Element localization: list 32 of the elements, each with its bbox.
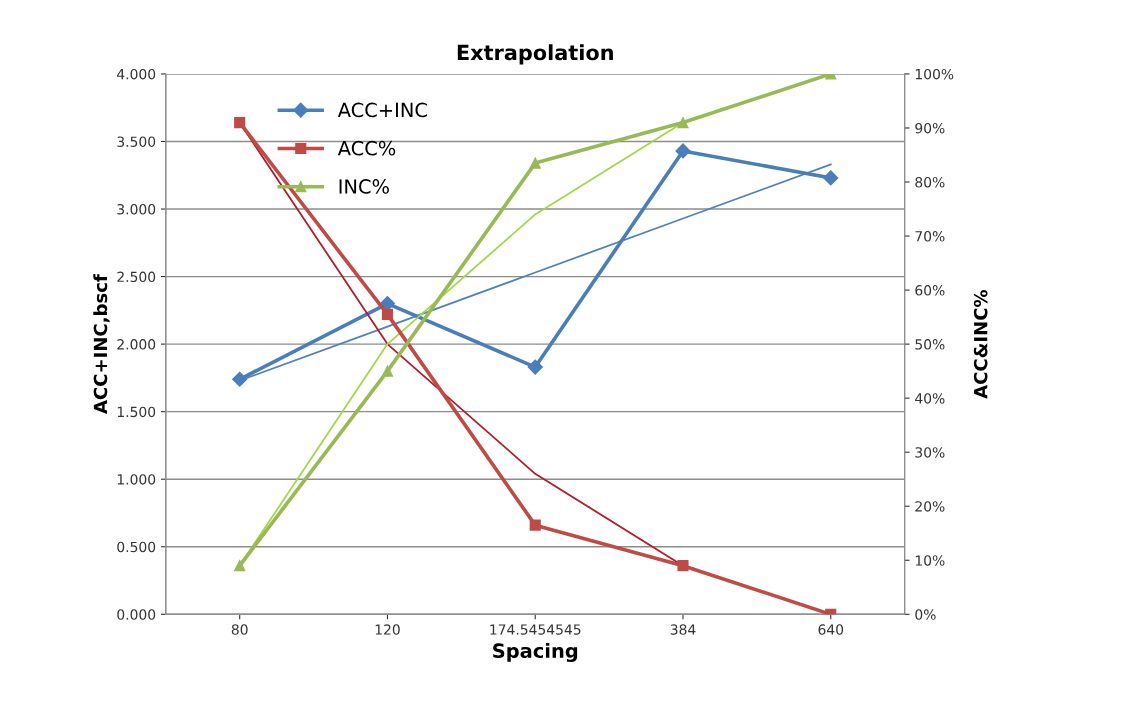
y-tick-label: 0.500 <box>117 541 156 553</box>
y-tick-label: 3.500 <box>117 136 156 147</box>
y2-tick-label: 20% <box>915 501 945 512</box>
y-tick-label: 1.000 <box>117 474 156 485</box>
y-tick-label: 1.500 <box>117 406 156 418</box>
y2-tick-label: 10% <box>915 555 945 566</box>
y-tick-label: 2.000 <box>117 339 156 350</box>
legend-label: ACC+INC <box>337 102 427 118</box>
y2-tick-label: 50% <box>915 339 945 350</box>
x-tick-label: 120 <box>375 624 400 635</box>
y-tick-label: 3.000 <box>117 204 156 215</box>
legend-label: ACC% <box>337 140 396 156</box>
x-axis-title: Spacing <box>493 643 578 662</box>
x-tick-label: 640 <box>818 624 844 635</box>
y2-tick-label: 100% <box>915 68 954 80</box>
y2-tick-label: 70% <box>915 231 945 242</box>
y2-tick-label: 0% <box>915 609 936 620</box>
legend-label: INC% <box>339 179 389 194</box>
y2-tick-label: 40% <box>915 393 945 404</box>
y2-tick-label: 60% <box>915 285 945 296</box>
y2-axis-title: ACC&INC% <box>973 290 988 399</box>
y-tick-label: 0.000 <box>117 609 156 620</box>
y2-tick-label: 90% <box>915 122 945 134</box>
y-tick-label: 4.000 <box>117 68 156 80</box>
y-axis-title: ACC+INC,bscf <box>93 274 110 414</box>
chart-title: Extrapolation <box>457 44 613 65</box>
x-tick-label: 80 <box>231 624 248 635</box>
y2-tick-label: 80% <box>915 176 945 188</box>
x-tick-label: 384 <box>670 624 696 635</box>
x-tick-label: 174.5454545 <box>490 624 581 635</box>
y2-tick-label: 30% <box>915 447 945 458</box>
y-tick-label: 2.500 <box>117 271 156 283</box>
